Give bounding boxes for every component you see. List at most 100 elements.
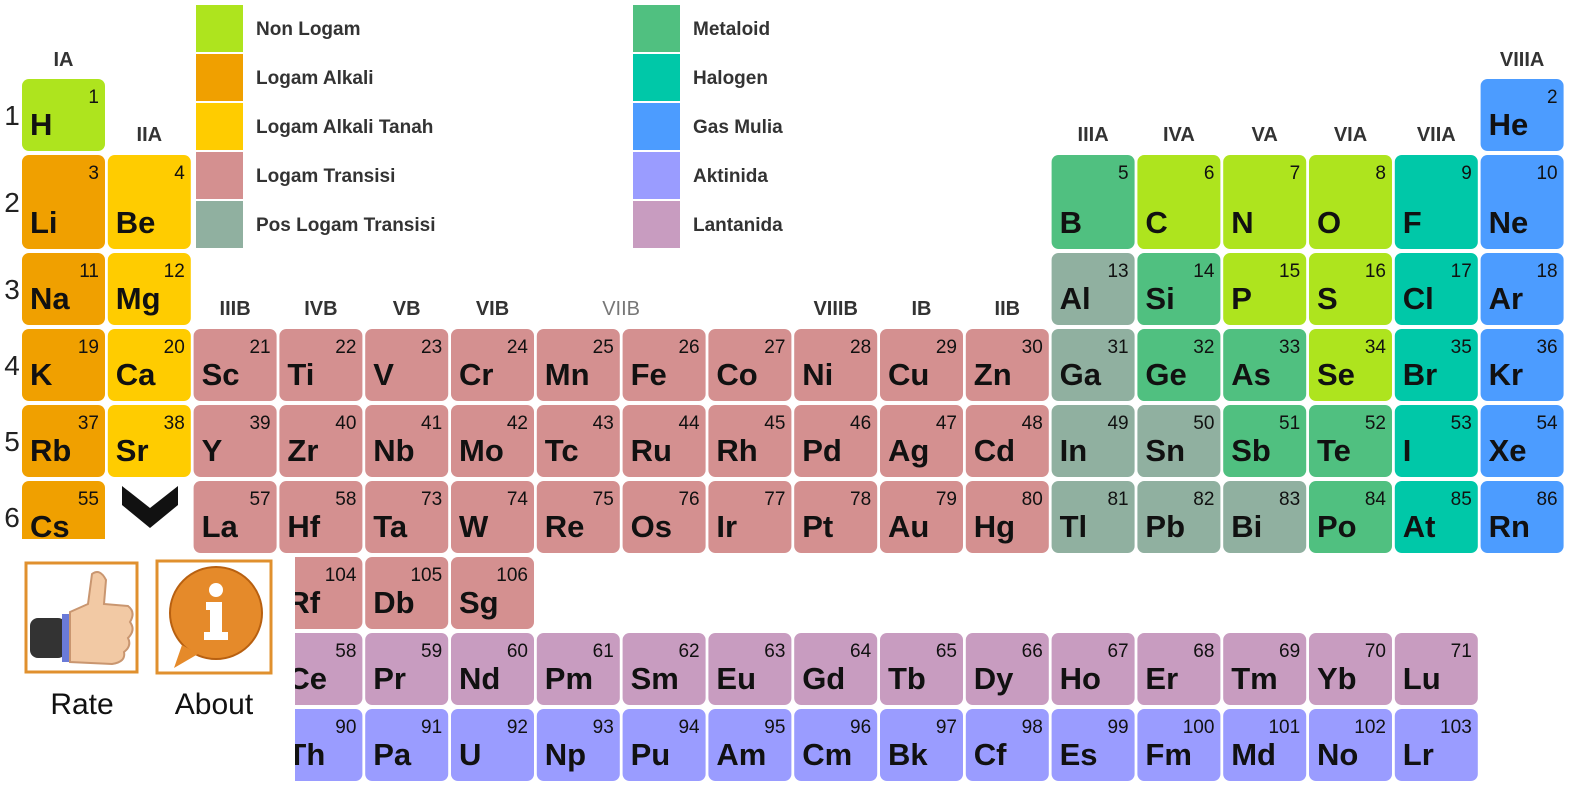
element-cell[interactable]: Kr 36 <box>1480 329 1564 401</box>
element-cell[interactable]: Rb 37 <box>22 405 105 477</box>
element-cell[interactable]: N7 <box>1223 155 1307 249</box>
element-cell[interactable]: Si 14 <box>1137 253 1221 325</box>
element-cell[interactable]: Tb 65 <box>880 633 963 705</box>
element-cell[interactable]: Xe 54 <box>1480 405 1564 477</box>
element-cell[interactable]: Lr 103 <box>1394 709 1478 781</box>
element-cell[interactable]: Ar 18 <box>1480 253 1564 325</box>
element-cell[interactable]: H1 <box>22 79 105 151</box>
element-cell[interactable]: Bi 83 <box>1223 481 1307 553</box>
element-cell[interactable]: Cs 55 <box>22 481 105 553</box>
element-cell[interactable]: Ta 73 <box>365 481 449 553</box>
element-cell[interactable]: Er 68 <box>1137 633 1221 705</box>
element-cell[interactable]: U 92 <box>451 709 534 781</box>
element-cell[interactable]: C6 <box>1137 155 1221 249</box>
element-cell[interactable]: Zr 40 <box>279 405 363 477</box>
element-cell[interactable]: Cr 24 <box>451 329 534 401</box>
element-cell[interactable]: Cf 98 <box>965 709 1049 781</box>
element-cell[interactable]: Sn 50 <box>1137 405 1221 477</box>
element-cell[interactable]: B5 <box>1051 155 1135 249</box>
element-cell[interactable]: Re 75 <box>536 481 620 553</box>
element-cell[interactable]: Po 84 <box>1309 481 1392 553</box>
element-cell[interactable]: Pu 94 <box>622 709 706 781</box>
element-cell[interactable]: V 23 <box>365 329 449 401</box>
element-cell[interactable]: W 74 <box>451 481 534 553</box>
element-cell[interactable]: Au 79 <box>880 481 963 553</box>
element-cell[interactable]: Ho 67 <box>1051 633 1135 705</box>
element-cell[interactable]: Co 27 <box>708 329 792 401</box>
element-cell[interactable]: Cd 48 <box>965 405 1049 477</box>
element-cell[interactable]: Sb 51 <box>1223 405 1307 477</box>
element-cell[interactable]: K 19 <box>22 329 105 401</box>
element-cell[interactable]: Ti 22 <box>279 329 363 401</box>
element-cell[interactable]: Eu 63 <box>708 633 792 705</box>
element-cell[interactable]: F9 <box>1394 155 1478 249</box>
element-cell[interactable]: Dy 66 <box>965 633 1049 705</box>
element-cell[interactable]: P 15 <box>1223 253 1307 325</box>
element-cell[interactable]: Pb 82 <box>1137 481 1221 553</box>
element-cell[interactable]: Os 76 <box>622 481 706 553</box>
element-cell[interactable]: Ni 28 <box>794 329 878 401</box>
element-cell[interactable]: Nd 60 <box>451 633 534 705</box>
element-cell[interactable]: Li 3 <box>22 155 105 249</box>
element-cell[interactable]: Hf 58 <box>279 481 363 553</box>
element-cell[interactable]: Tc 43 <box>536 405 620 477</box>
element-cell[interactable]: I 53 <box>1394 405 1478 477</box>
element-cell[interactable]: Pt 78 <box>794 481 878 553</box>
element-cell[interactable]: In 49 <box>1051 405 1135 477</box>
element-cell[interactable]: Al 13 <box>1051 253 1135 325</box>
rate-button[interactable]: Rate <box>24 561 139 721</box>
element-cell[interactable]: Cu 29 <box>880 329 963 401</box>
element-cell[interactable]: Te 52 <box>1309 405 1392 477</box>
element-cell[interactable]: Na 11 <box>22 253 105 325</box>
element-cell[interactable]: Ir 77 <box>708 481 792 553</box>
element-cell[interactable]: Nb 41 <box>365 405 449 477</box>
element-cell[interactable]: Rh 45 <box>708 405 792 477</box>
element-cell[interactable]: Ge 32 <box>1137 329 1221 401</box>
element-cell[interactable]: La 57 <box>193 481 277 553</box>
about-button[interactable]: About <box>155 559 273 721</box>
element-cell[interactable]: Br 35 <box>1394 329 1478 401</box>
element-cell[interactable]: O8 <box>1309 155 1392 249</box>
element-cell[interactable]: Yb 70 <box>1309 633 1392 705</box>
element-cell[interactable]: Np 93 <box>536 709 620 781</box>
element-cell[interactable]: Lu 71 <box>1394 633 1478 705</box>
element-cell[interactable]: Sc 21 <box>193 329 277 401</box>
element-cell[interactable]: Pa 91 <box>365 709 449 781</box>
element-cell[interactable]: As 33 <box>1223 329 1307 401</box>
element-cell[interactable]: He 2 <box>1480 79 1564 151</box>
element-cell[interactable]: Pd 46 <box>794 405 878 477</box>
element-cell[interactable]: Hg 80 <box>965 481 1049 553</box>
element-cell[interactable]: Se 34 <box>1309 329 1392 401</box>
element-cell[interactable]: Zn 30 <box>965 329 1049 401</box>
element-cell[interactable]: Tl 81 <box>1051 481 1135 553</box>
element-cell[interactable]: Ag 47 <box>880 405 963 477</box>
element-cell[interactable]: Bk 97 <box>880 709 963 781</box>
element-cell[interactable]: Sr 38 <box>107 405 191 477</box>
element-cell[interactable]: At 85 <box>1394 481 1478 553</box>
element-cell[interactable]: Be 4 <box>107 155 191 249</box>
element-cell[interactable]: Ne 10 <box>1480 155 1564 249</box>
expand-chevron[interactable] <box>122 486 178 528</box>
element-cell[interactable]: Y 39 <box>193 405 277 477</box>
element-cell[interactable]: S 16 <box>1309 253 1392 325</box>
element-cell[interactable]: Fe 26 <box>622 329 706 401</box>
element-cell[interactable]: Ca 20 <box>107 329 191 401</box>
element-cell[interactable]: Ru 44 <box>622 405 706 477</box>
element-cell[interactable]: Es 99 <box>1051 709 1135 781</box>
element-cell[interactable]: Rn 86 <box>1480 481 1564 553</box>
